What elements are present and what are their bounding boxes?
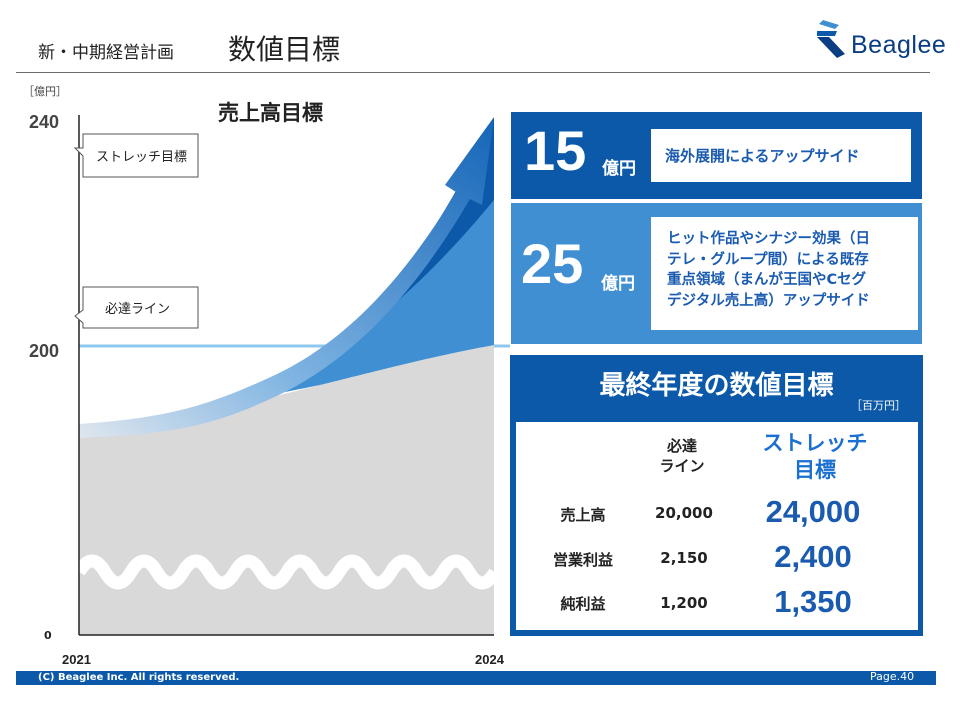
x-tick-2024: 2024	[475, 652, 505, 667]
y-axis-unit: ［億円］	[23, 85, 67, 98]
beaglee-logo: Beaglee	[815, 17, 947, 61]
axis-break-wave	[73, 554, 501, 590]
stretch-value: 2,400	[774, 539, 852, 574]
footer-bar	[16, 671, 936, 685]
domestic-upside-line: 重点領域（まんが王国やCセグ	[667, 272, 867, 288]
row-label: 営業利益	[552, 551, 613, 569]
overseas-upside-value: 15	[524, 119, 587, 182]
overseas-upside-text: 海外展開によるアップサイド	[651, 129, 911, 182]
row-label: 純利益	[560, 595, 606, 613]
final-targets-unit: ［百万円］	[851, 399, 906, 412]
overseas-upside-area	[300, 118, 494, 370]
domestic-upside-line: ヒット作品やシナジー効果（日	[667, 231, 870, 247]
y-tick-0: 0	[44, 629, 52, 642]
page-title: 数値目標	[228, 33, 341, 66]
x-tick-2021: 2021	[62, 652, 91, 667]
row-label: 売上高	[560, 506, 606, 524]
stretch-callout-label: ストレッチ目標	[96, 150, 187, 165]
stretch-value: 1,350	[774, 584, 852, 619]
required-callout	[74, 286, 199, 329]
column-header-stretch: ストレッチ 目標	[740, 430, 890, 484]
chart-title: 売上高目標	[218, 101, 323, 125]
required-value: 20,000	[655, 504, 713, 522]
domestic-upside-value: 25	[521, 232, 584, 295]
column-header-required-line: 必達	[666, 437, 697, 455]
domestic-upside-text: ヒット作品やシナジー効果（日 テレ・グループ間）による既存 重点領域（まんが王国…	[651, 217, 918, 330]
growth-arrow	[79, 117, 494, 438]
required-value: 1,200	[660, 594, 708, 612]
required-callout-label: 必達ライン	[105, 302, 170, 317]
domestic-upside-unit: 億円	[601, 274, 635, 294]
final-targets-title: 最終年度の数値目標	[599, 371, 834, 401]
section-title: 新・中期経営計画	[38, 43, 174, 63]
domestic-upside-line: デジタル売上高）アップサイド	[667, 292, 870, 309]
column-header-required: 必達 ライン	[642, 436, 722, 476]
header-divider	[16, 72, 930, 73]
stretch-value: 24,000	[765, 494, 861, 529]
copyright-text: (C) Beaglee Inc. All rights reserved.	[38, 672, 240, 683]
logo-text: Beaglee	[851, 31, 947, 59]
page-number: Page.40	[870, 670, 915, 683]
stretch-callout	[73, 133, 199, 178]
sales-target-chart: ［億円］ 240 200 0 2021 2024 売上高目標 ストレッチ目標 必…	[23, 85, 510, 667]
domestic-upside-line: テレ・グループ間）による既存	[667, 251, 869, 268]
column-header-stretch-line: 目標	[794, 458, 836, 482]
y-tick-200: 200	[29, 341, 59, 361]
domestic-upside-area	[230, 200, 494, 402]
column-header-required-line: ライン	[659, 457, 705, 475]
required-value: 2,150	[660, 549, 708, 567]
final-targets-table: 必達 ライン ストレッチ 目標 売上高 20,000 24,000 営業利益 2…	[516, 422, 918, 630]
overseas-upside-unit: 億円	[602, 159, 636, 179]
beaglee-logo-mark-icon	[817, 20, 845, 58]
y-tick-240: 240	[29, 112, 59, 132]
column-header-stretch-line: ストレッチ	[762, 431, 868, 455]
